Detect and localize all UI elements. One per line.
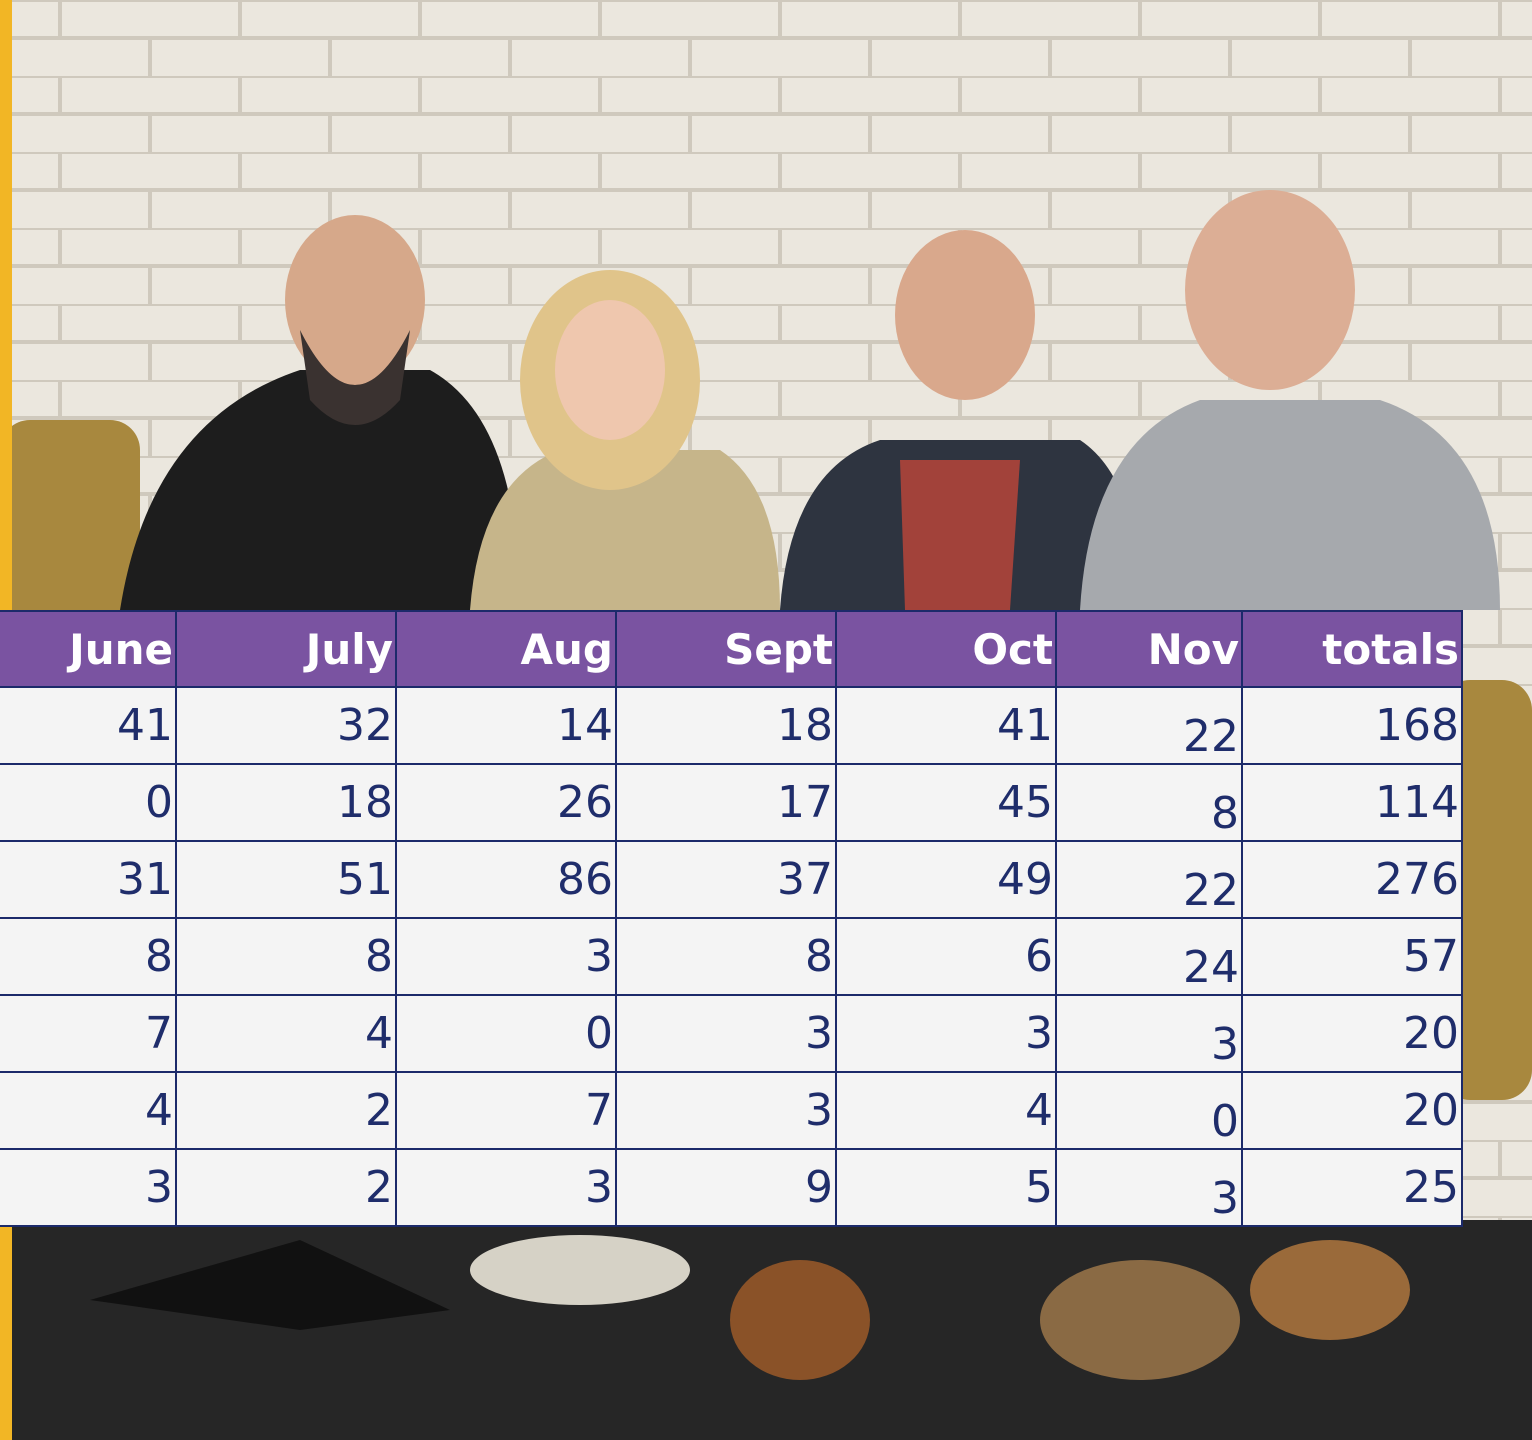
table-cell: 22 (1056, 841, 1242, 918)
table-cell: 41 (836, 687, 1056, 764)
table-cell: 41 (0, 687, 176, 764)
table-cell: 276 (1242, 841, 1462, 918)
table-cell: 0 (396, 995, 616, 1072)
table-cell: 4 (0, 1072, 176, 1149)
table-cell: 2 (176, 1072, 396, 1149)
column-header: Nov (1056, 611, 1242, 687)
table-cell: 25 (1242, 1149, 1462, 1226)
column-header: totals (1242, 611, 1462, 687)
page: {"table": { "headers": ["June", "July", … (0, 0, 1532, 1440)
table-cell: 24 (1056, 918, 1242, 995)
table-cell: 45 (836, 764, 1056, 841)
table-cell: 32 (176, 687, 396, 764)
column-header: Sept (616, 611, 836, 687)
table-cell: 3 (396, 918, 616, 995)
column-header: July (176, 611, 396, 687)
table-cell: 4 (176, 995, 396, 1072)
table-cell: 4 (836, 1072, 1056, 1149)
table-cell: 5 (836, 1149, 1056, 1226)
table-cell: 8 (176, 918, 396, 995)
table-cell: 3 (616, 995, 836, 1072)
table-cell: 3 (396, 1149, 616, 1226)
table-cell: 114 (1242, 764, 1462, 841)
table-cell: 18 (616, 687, 836, 764)
table-cell: 8 (1056, 764, 1242, 841)
table-cell: 3 (1056, 995, 1242, 1072)
table-cell: 7 (396, 1072, 616, 1149)
table-cell: 57 (1242, 918, 1462, 995)
table-cell: 51 (176, 841, 396, 918)
table-cell: 6 (836, 918, 1056, 995)
column-header: June (0, 611, 176, 687)
table-cell: 8 (0, 918, 176, 995)
table-cell: 18 (176, 764, 396, 841)
table-cell: 3 (0, 1149, 176, 1226)
column-header: Oct (836, 611, 1056, 687)
table-cell: 86 (396, 841, 616, 918)
table-cell: 26 (396, 764, 616, 841)
table-cell: 0 (1056, 1072, 1242, 1149)
table-cell: 37 (616, 841, 836, 918)
accent-strip (0, 1224, 12, 1440)
table-cell: 14 (396, 687, 616, 764)
table-cell: 22 (1056, 687, 1242, 764)
table-cell: 17 (616, 764, 836, 841)
table-cell: 9 (616, 1149, 836, 1226)
table-cell: 7 (0, 995, 176, 1072)
table-cell: 168 (1242, 687, 1462, 764)
table-cell: 8 (616, 918, 836, 995)
table-cell: 0 (0, 764, 176, 841)
column-header: Aug (396, 611, 616, 687)
table-cell: 20 (1242, 1072, 1462, 1149)
table-cell: 31 (0, 841, 176, 918)
table-cell: 3 (616, 1072, 836, 1149)
table-cell: 49 (836, 841, 1056, 918)
table-cell: 3 (836, 995, 1056, 1072)
accent-strip (0, 0, 12, 610)
table-cell: 20 (1242, 995, 1462, 1072)
table-cell: 3 (1056, 1149, 1242, 1226)
table-cell: 2 (176, 1149, 396, 1226)
